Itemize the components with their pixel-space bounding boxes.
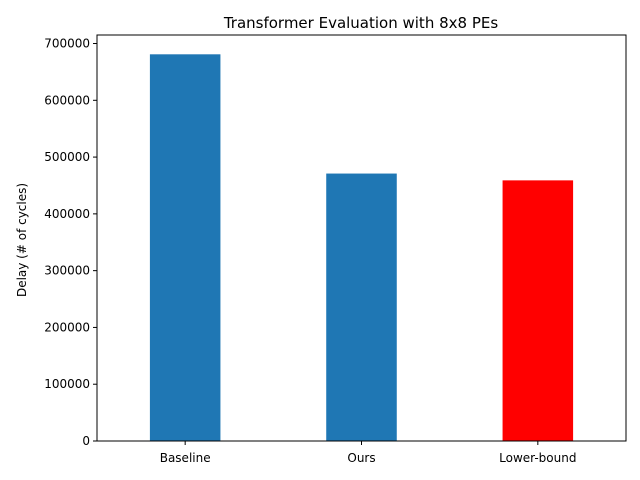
x-tick-label: Ours	[347, 451, 375, 465]
y-tick-label: 500000	[44, 150, 90, 164]
y-tick-label: 400000	[44, 207, 90, 221]
y-axis-label: Delay (# of cycles)	[15, 183, 29, 297]
y-tick-label: 700000	[44, 37, 90, 51]
y-tick-label: 100000	[44, 377, 90, 391]
y-ticks-group: 0 100000 200000 300000 400000 500000 600000 700…	[44, 37, 97, 448]
y-tick-label: 0	[82, 434, 90, 448]
bar-ours	[326, 173, 397, 441]
y-tick-label: 300000	[44, 264, 90, 278]
bar-lower-bound	[502, 180, 574, 441]
bars-group	[149, 54, 574, 441]
x-tick-label: Baseline	[160, 451, 211, 465]
plot-frame	[96, 34, 627, 442]
y-tick-label: 600000	[44, 93, 90, 107]
y-tick-label: 200000	[44, 320, 90, 334]
chart-title: Transformer Evaluation with 8x8 PEs	[223, 14, 499, 32]
x-tick-label: Lower-bound	[499, 451, 576, 465]
x-ticks-group: Baseline Ours Lower-bound	[160, 441, 576, 465]
bar-baseline	[149, 54, 221, 441]
